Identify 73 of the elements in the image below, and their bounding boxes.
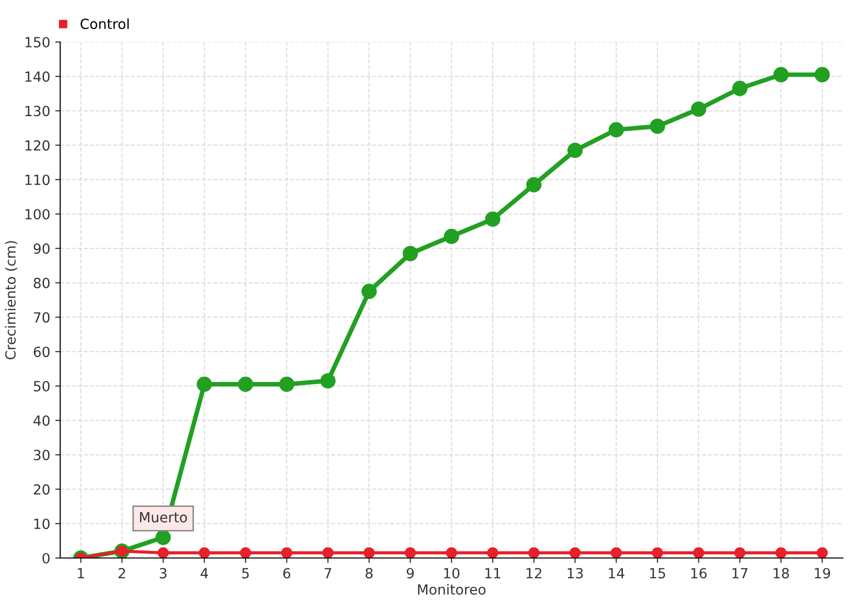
x-tick-label: 18 xyxy=(774,568,789,578)
x-tick-label: 6 xyxy=(283,568,290,578)
x-tick-label: 4 xyxy=(200,568,208,578)
point xyxy=(361,284,377,300)
y-tick-label: 130 xyxy=(25,106,50,116)
point xyxy=(650,118,666,134)
point xyxy=(196,376,212,392)
point xyxy=(526,177,542,192)
x-tick-label: 17 xyxy=(732,568,748,578)
point xyxy=(608,122,624,138)
x-tick-label: 3 xyxy=(160,568,166,578)
x-tick-label: 9 xyxy=(406,568,414,578)
annotation: Muerto xyxy=(140,512,187,522)
x-tick-label: 13 xyxy=(568,568,583,578)
point xyxy=(404,547,416,558)
x-tick-label: 10 xyxy=(444,568,460,578)
point xyxy=(775,547,787,558)
point xyxy=(691,101,706,117)
point xyxy=(567,142,583,158)
point xyxy=(320,373,336,388)
point xyxy=(158,547,169,558)
point xyxy=(816,547,828,558)
x-axis-title: Monitoreo xyxy=(418,584,486,595)
x-tick-label: 5 xyxy=(242,568,249,578)
legend-label: Control xyxy=(80,18,129,30)
point xyxy=(238,376,254,392)
point xyxy=(198,547,210,558)
y-tick-label: 10 xyxy=(34,518,50,530)
x-tick-label: 19 xyxy=(814,568,830,578)
point xyxy=(364,547,375,558)
point xyxy=(570,547,581,558)
x-tick-label: 16 xyxy=(691,568,707,578)
point xyxy=(773,67,789,82)
point xyxy=(734,547,746,558)
y-tick-label: 80 xyxy=(34,278,50,288)
point xyxy=(814,67,830,82)
y-tick-label: 90 xyxy=(34,243,50,254)
y-tick-label: 150 xyxy=(25,36,50,48)
x-tick-label: 1 xyxy=(78,568,84,578)
y-tick-label: 50 xyxy=(34,380,50,392)
y-tick-label: 110 xyxy=(25,174,50,186)
x-tick-label: 11 xyxy=(485,568,500,578)
point xyxy=(446,547,458,558)
point xyxy=(485,212,500,227)
point xyxy=(281,547,292,558)
y-tick-label: 20 xyxy=(34,484,50,495)
x-tick-label: 7 xyxy=(324,568,332,578)
point xyxy=(528,547,540,558)
x-tick-label: 15 xyxy=(650,568,666,578)
y-tick-label: 100 xyxy=(25,208,50,220)
point xyxy=(610,547,622,558)
point xyxy=(652,547,664,558)
point xyxy=(693,547,704,558)
y-tick-label: 140 xyxy=(25,71,50,82)
point xyxy=(402,246,418,262)
x-tick-label: 2 xyxy=(118,568,126,578)
y-axis-title: Crecimiento (cm) xyxy=(4,241,18,360)
point xyxy=(322,547,334,558)
x-tick-label: 14 xyxy=(608,568,624,578)
x-tick-label: 12 xyxy=(526,568,542,578)
y-tick-label: 0 xyxy=(42,552,50,564)
y-tick-label: 120 xyxy=(25,140,50,151)
point xyxy=(156,530,171,545)
y-tick-label: 40 xyxy=(33,415,50,426)
y-tick-label: 30 xyxy=(34,450,50,460)
point xyxy=(279,376,294,392)
y-tick-label: 70 xyxy=(34,312,50,323)
point xyxy=(732,80,748,96)
point xyxy=(444,228,460,244)
point xyxy=(240,547,252,558)
y-tick-label: 60 xyxy=(34,346,50,358)
point xyxy=(487,547,498,558)
x-tick-label: 8 xyxy=(366,568,373,578)
